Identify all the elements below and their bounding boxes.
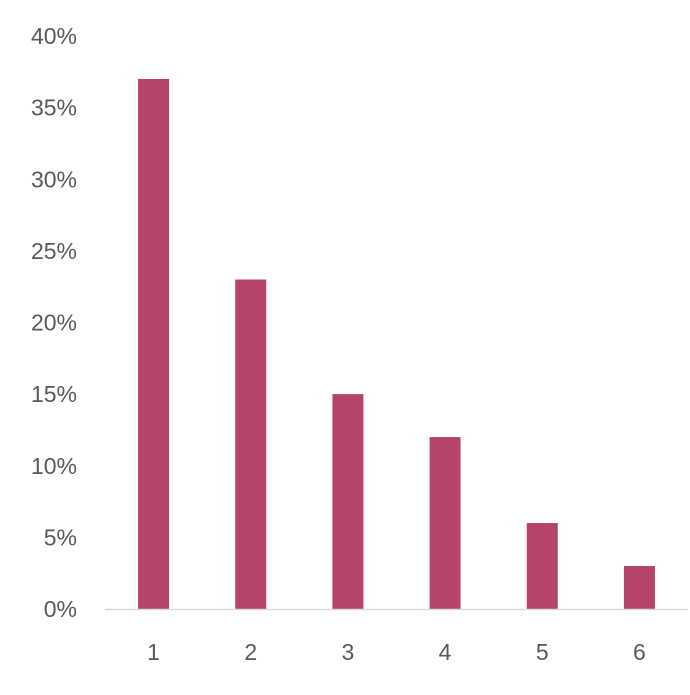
bar-3 [332,394,364,609]
x-tick-label: 4 [439,639,452,665]
x-tick-label: 3 [342,639,355,665]
y-tick-label: 30% [31,166,77,192]
y-tick-label: 15% [31,381,77,407]
bar-6 [623,566,655,609]
x-tick-label: 5 [536,639,549,665]
x-tick-label: 2 [244,639,257,665]
bar-5 [526,523,558,609]
y-tick-label: 35% [31,95,77,121]
x-tick-label: 1 [147,639,160,665]
bar-1 [138,78,170,610]
y-tick-label: 20% [31,310,77,336]
y-axis-tick-labels: 0% 5% 10% 15% 20% 25% 30% 35% 40% [31,23,77,622]
y-tick-label: 5% [44,524,77,550]
bar-series [138,78,655,610]
x-axis-tick-labels: 1 2 3 4 5 6 [147,639,646,665]
x-tick-label: 6 [633,639,646,665]
bar-2 [235,279,267,609]
y-tick-label: 0% [44,596,77,622]
y-tick-label: 25% [31,238,77,264]
y-tick-label: 10% [31,453,77,479]
bar-4 [429,437,461,609]
y-tick-label: 40% [31,23,77,49]
